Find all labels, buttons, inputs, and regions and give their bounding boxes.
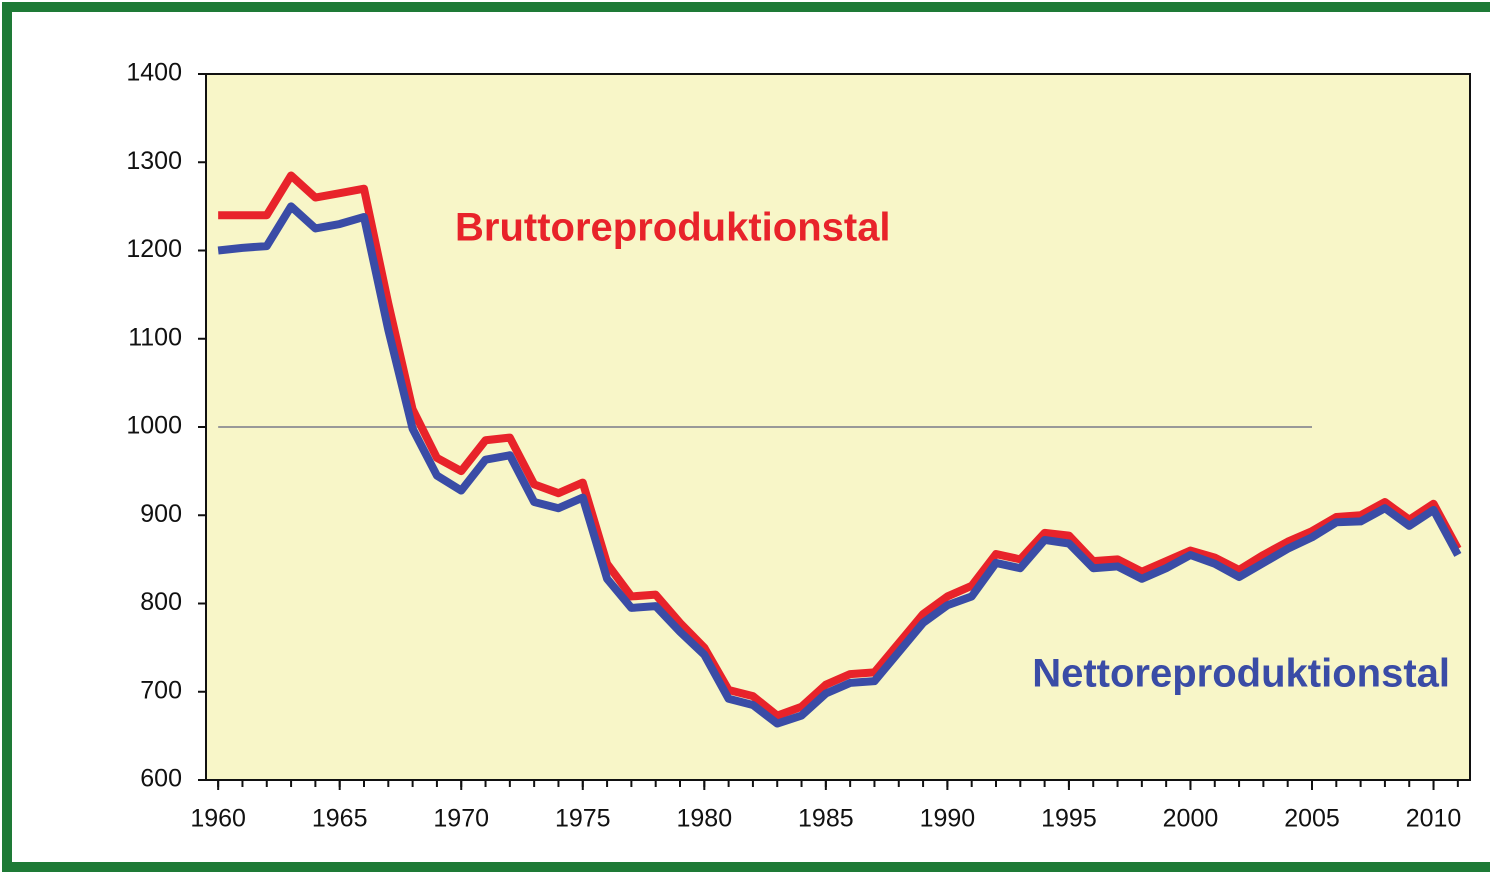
y-tick-label: 600 (140, 765, 182, 793)
x-tick-label: 2000 (1163, 805, 1219, 833)
x-tick-label: 2005 (1284, 805, 1340, 833)
y-tick-label: 900 (140, 500, 182, 528)
y-tick-label: 1100 (128, 323, 182, 351)
series-line (218, 171, 1462, 720)
series-label: Nettoreproduktionstal (1032, 652, 1450, 696)
x-tick-label: 1960 (190, 805, 246, 833)
x-tick-label: 1970 (433, 805, 489, 833)
x-tick-label: 2010 (1406, 805, 1462, 833)
x-tick-label: 1980 (676, 805, 732, 833)
series-line (217, 202, 1462, 728)
series-label: Bruttoreproduktionstal (455, 206, 891, 250)
x-tick-label: 1995 (1041, 805, 1097, 833)
x-tick-label: 1985 (798, 805, 854, 833)
y-tick-label: 1300 (126, 147, 182, 175)
x-tick-label: 1990 (920, 805, 976, 833)
y-tick-label: 700 (140, 676, 182, 704)
y-tick-label: 800 (140, 588, 182, 616)
x-tick-label: 1975 (555, 805, 611, 833)
y-tick-label: 1200 (126, 235, 182, 263)
x-tick-label: 1965 (312, 805, 368, 833)
y-tick-label: 1400 (126, 59, 182, 87)
y-tick-label: 1000 (126, 412, 182, 440)
